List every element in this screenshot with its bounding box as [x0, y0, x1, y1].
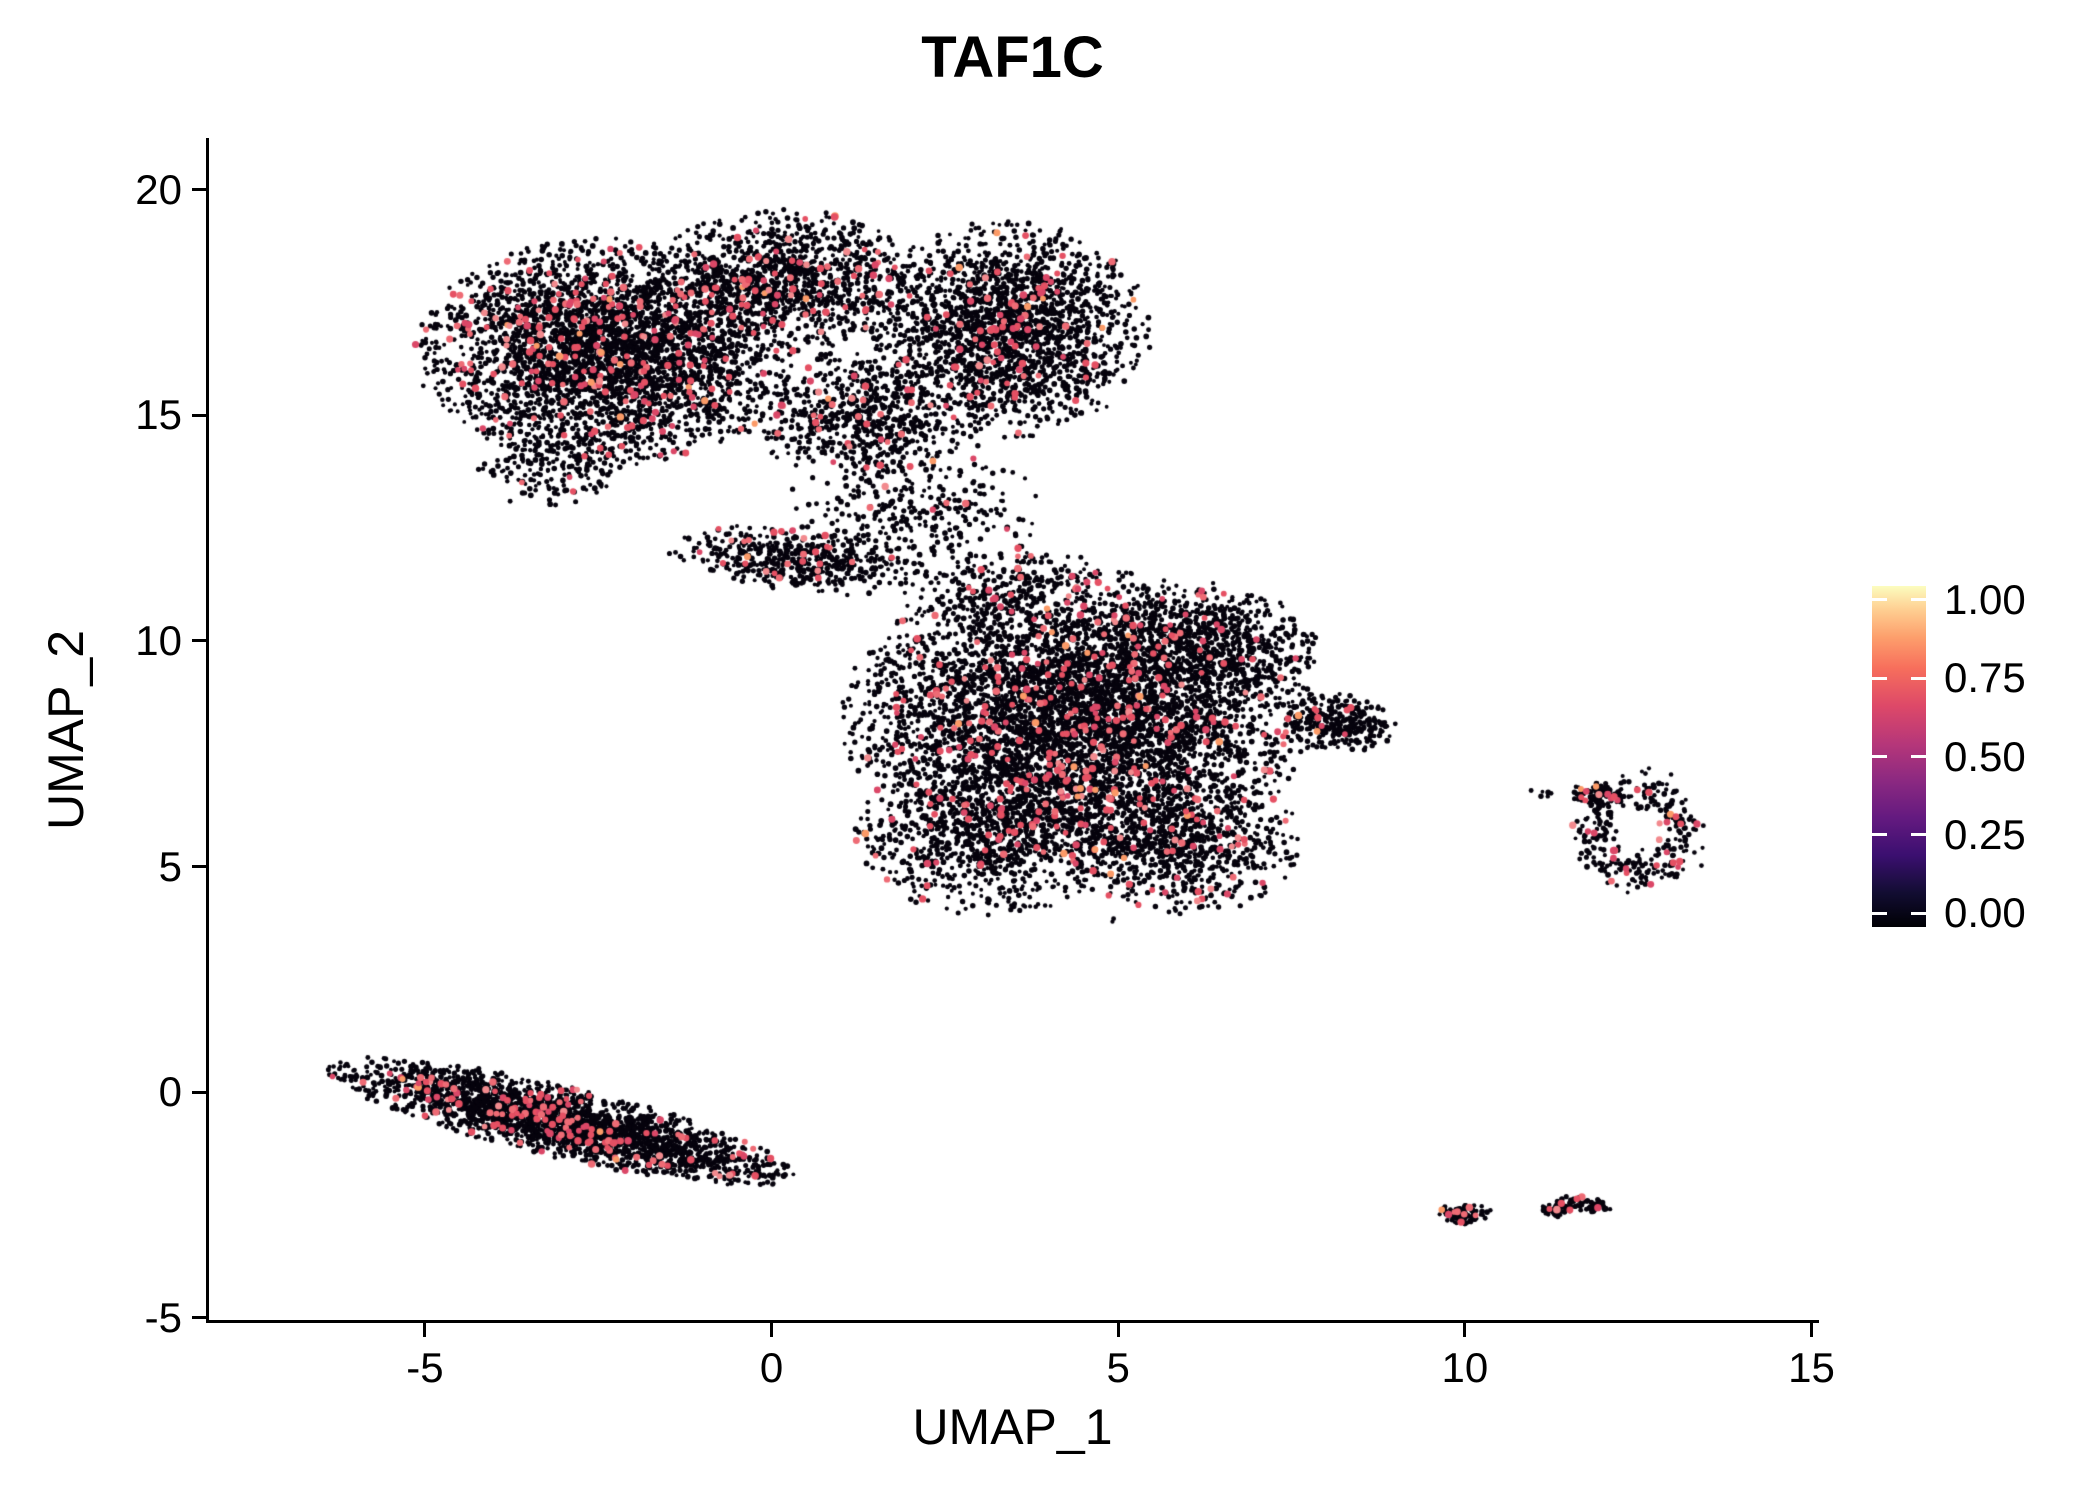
y-tick-mark [192, 639, 206, 643]
x-tick-mark [1810, 1323, 1814, 1337]
legend-label: 1.00 [1944, 576, 2026, 623]
legend-tick-mark [1911, 676, 1926, 680]
legend-tick-mark [1911, 833, 1926, 837]
x-axis-title: UMAP_1 [912, 1399, 1113, 1455]
plot-title: TAF1C [921, 25, 1104, 90]
legend-tick-mark [1872, 833, 1887, 837]
x-tick-mark [1463, 1323, 1467, 1337]
legend-label: 0.25 [1944, 810, 2026, 858]
legend-tick-mark [1911, 911, 1926, 915]
y-tick-label: 20 [135, 165, 182, 213]
legend-tick-mark [1872, 911, 1887, 915]
x-tick-label: -5 [406, 1344, 444, 1391]
x-tick-label: 15 [1788, 1344, 1835, 1391]
legend-tick-mark [1872, 598, 1887, 602]
legend-tick-mark [1872, 676, 1887, 680]
x-tick-mark [1116, 1323, 1120, 1337]
x-tick-mark [770, 1323, 774, 1337]
x-tick-label: 10 [1441, 1344, 1489, 1391]
legend-label: 0.75 [1944, 654, 2026, 702]
y-tick-label: -5 [144, 1293, 182, 1341]
legend-label: 0.00 [1944, 889, 2026, 936]
x-tick-mark [423, 1323, 427, 1337]
y-tick-label: 0 [158, 1068, 182, 1116]
legend-labels: 1.00 0.75 0.50 0.25 0.00 [1944, 578, 2100, 935]
y-tick-mark [192, 413, 206, 417]
y-tick-mark [192, 1316, 206, 1320]
legend-tick-mark [1911, 755, 1926, 758]
x-axis-line [206, 1320, 1819, 1323]
x-tick-label: 0 [759, 1344, 784, 1391]
y-tick-label: 15 [135, 391, 182, 439]
y-tick-mark [192, 865, 206, 868]
y-tick-mark [192, 1090, 206, 1094]
y-tick-label: 5 [158, 842, 182, 890]
y-tick-mark [192, 188, 206, 192]
legend-label: 0.50 [1944, 732, 2026, 780]
legend-tick-mark [1872, 755, 1887, 758]
x-tick-label: 5 [1106, 1344, 1130, 1391]
y-axis-line [206, 138, 209, 1323]
y-tick-label: 10 [135, 616, 182, 664]
umap-scatter-canvas [210, 140, 1815, 1320]
legend-tick-mark [1911, 598, 1926, 602]
